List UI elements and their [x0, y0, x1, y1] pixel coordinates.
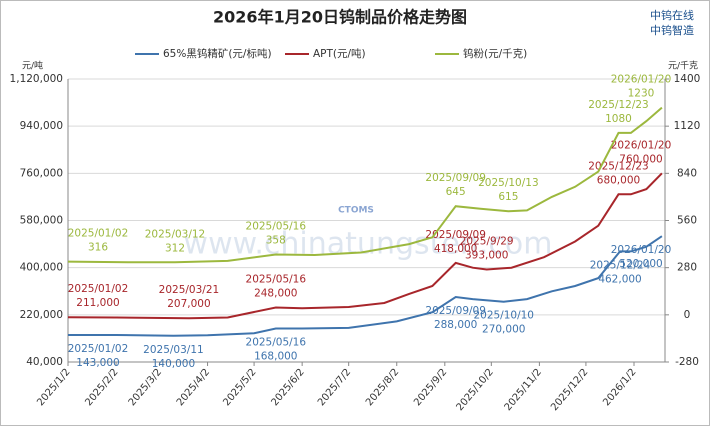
- annotation-date: 2025/12/23: [588, 99, 649, 111]
- value-label: 316: [88, 242, 108, 254]
- value-label: 393,000: [465, 250, 508, 262]
- annotation-date: 2025/10/10: [473, 310, 534, 322]
- annotation-date: 2025/12/24: [590, 259, 651, 271]
- watermark: www.chinatungsten.com: [184, 227, 553, 262]
- y-tick-label: 580,000: [20, 215, 63, 227]
- y-tick-label: 760,000: [20, 167, 63, 179]
- brand: 中钨智造: [650, 23, 694, 37]
- value-label: 1080: [605, 113, 632, 125]
- annotation-date: 2025/01/02: [68, 228, 129, 240]
- legend-label: 65%黑钨精矿(元/标吨): [163, 47, 272, 60]
- value-label: 418,000: [434, 243, 477, 255]
- y2-tick-label: 0: [684, 309, 691, 321]
- value-label: 168,000: [254, 350, 297, 362]
- value-label: 143,000: [76, 357, 119, 369]
- y2-tick-label: 1120: [674, 120, 701, 132]
- value-label: 1230: [628, 88, 655, 100]
- y2-axis-label: 元/千克: [668, 61, 698, 72]
- value-label: 312: [165, 242, 185, 254]
- y-tick-label: 1,120,000: [10, 73, 63, 85]
- series-line: [67, 172, 663, 320]
- annotation-date: 2025/03/21: [159, 284, 220, 296]
- annotation-date: 2025/05/16: [246, 273, 307, 285]
- annotation-date: 2025/05/16: [246, 336, 307, 348]
- value-label: 207,000: [167, 298, 210, 310]
- annotation-date: 2025/9/29: [460, 236, 514, 248]
- y2-tick-label: 1400: [674, 73, 701, 85]
- y-tick-label: 400,000: [20, 262, 63, 274]
- annotation-date: 2025/09/09: [425, 229, 486, 241]
- y2-tick-label: 280: [677, 262, 697, 274]
- value-label: 615: [498, 191, 518, 203]
- watermark-logo: CTOMS: [338, 206, 374, 216]
- legend-label: 钨粉(元/千克): [463, 47, 527, 60]
- annotation-date: 2025/01/02: [68, 283, 129, 295]
- y-axis-label: 元/吨: [22, 60, 43, 72]
- value-label: 645: [446, 186, 466, 198]
- annotation-date: 2025/01/02: [68, 343, 129, 355]
- annotation-date: 2025/09/09: [425, 305, 486, 317]
- value-label: 288,000: [434, 319, 477, 331]
- value-label: 760,000: [619, 153, 662, 165]
- series-line: [68, 235, 663, 337]
- legend-label: APT(元/吨): [313, 47, 366, 60]
- annotation-date: 2026/01/20: [611, 74, 672, 86]
- annotation-date: 2026/01/20: [611, 244, 672, 256]
- value-label: 248,000: [254, 287, 297, 299]
- annotation-date: 2026/01/20: [611, 139, 672, 151]
- value-label: 211,000: [76, 297, 119, 309]
- value-label: 358: [266, 235, 286, 247]
- y-tick-label: 940,000: [20, 120, 63, 132]
- brand: 中钨在线: [650, 8, 694, 22]
- value-label: 140,000: [152, 358, 195, 370]
- y2-tick-label: -280: [675, 356, 699, 368]
- value-label: 462,000: [598, 273, 641, 285]
- y-tick-label: 40,000: [26, 356, 63, 368]
- annotation-date: 2025/05/16: [246, 221, 307, 233]
- series-line: [67, 106, 663, 264]
- annotation-date: 2025/09/09: [425, 172, 486, 184]
- value-label: 520,000: [619, 258, 662, 270]
- y-tick-label: 220,000: [20, 309, 63, 321]
- annotation-date: 2025/10/13: [478, 177, 539, 189]
- y2-tick-label: 560: [677, 215, 697, 227]
- value-label: 270,000: [482, 324, 525, 336]
- annotation-date: 2025/03/11: [143, 344, 204, 356]
- annotation-date: 2025/03/12: [145, 228, 206, 240]
- value-label: 680,000: [597, 174, 640, 186]
- y2-tick-label: 840: [677, 167, 697, 179]
- chart-title: 2026年1月20日钨制品价格走势图: [213, 8, 467, 27]
